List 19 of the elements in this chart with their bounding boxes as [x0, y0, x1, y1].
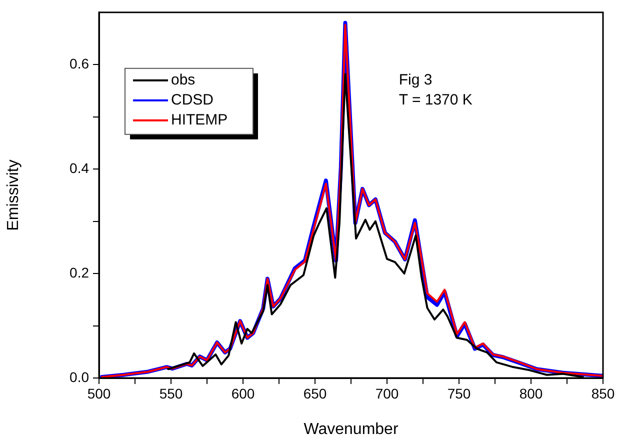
- x-tick-label: 850: [591, 385, 615, 402]
- y-tick-label: 0.0: [70, 368, 90, 385]
- x-tick-label: 550: [159, 385, 183, 402]
- x-tick-label: 500: [87, 385, 111, 402]
- x-axis-title: Wavenumber: [304, 420, 399, 438]
- x-tick-label: 750: [447, 385, 471, 402]
- x-tick-label: 650: [303, 385, 327, 402]
- annotation: T = 1370 K: [398, 91, 472, 108]
- y-axis-title: Emissivity: [5, 160, 22, 231]
- legend-label: CDSD: [171, 92, 214, 109]
- annotation: Fig 3: [398, 71, 432, 88]
- legend-label: obs: [171, 72, 196, 89]
- y-tick-label: 0.4: [70, 160, 90, 176]
- y-tick-label: 0.6: [70, 55, 90, 72]
- x-tick-label: 600: [231, 385, 255, 402]
- x-tick-label: 800: [519, 385, 543, 402]
- y-tick-label: 0.2: [70, 264, 90, 280]
- legend-label: HITEMP: [171, 112, 228, 129]
- x-tick-label: 700: [375, 385, 399, 402]
